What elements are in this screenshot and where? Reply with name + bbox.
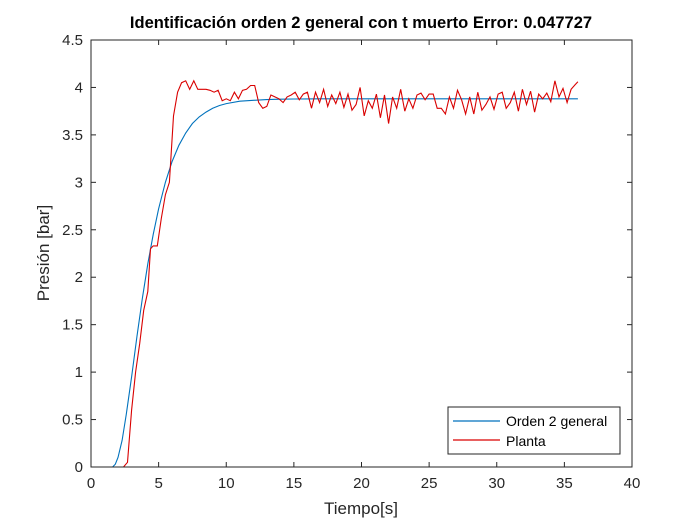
series-lines [91,79,579,468]
y-tick-label: 3.5 [62,127,83,144]
x-tick-label: 35 [556,475,573,492]
x-tick-label: 30 [488,475,505,492]
y-tick-label: 1 [75,364,83,381]
y-tick-label: 4 [75,79,83,96]
legend: Orden 2 general Planta [447,406,621,455]
y-tick-label: 0.5 [62,412,83,429]
plot-area [91,40,632,467]
y-axis-label: Presión [bar] [34,205,53,301]
x-axis-label: Tiempo[s] [324,499,398,518]
x-tick-label: 10 [218,475,235,492]
x-tick-label: 0 [87,475,95,492]
x-tick-label: 15 [286,475,303,492]
y-tick-label: 1.5 [62,317,83,334]
y-tick-label: 4.5 [62,32,83,49]
legend-label-planta: Planta [506,433,546,449]
x-tick-label: 5 [154,475,162,492]
series-line-planta [91,79,579,468]
y-tick-label: 2.5 [62,222,83,239]
legend-label-orden-2-general: Orden 2 general [506,413,607,429]
y-tick-label: 0 [75,459,83,476]
axis-ticks: 0 5 10 15 20 25 30 35 40 0 0.5 1 1.5 2 2.5 3 3.5 4 4.5 [62,32,640,492]
chart-title: Identificación orden 2 general con t mue… [130,14,592,32]
x-tick-label: 25 [421,475,438,492]
x-tick-label: 20 [353,475,370,492]
legend-box [447,406,621,455]
y-tick-label: 2 [75,269,83,286]
y-tick-label: 3 [75,174,83,191]
x-tick-label: 40 [624,475,641,492]
